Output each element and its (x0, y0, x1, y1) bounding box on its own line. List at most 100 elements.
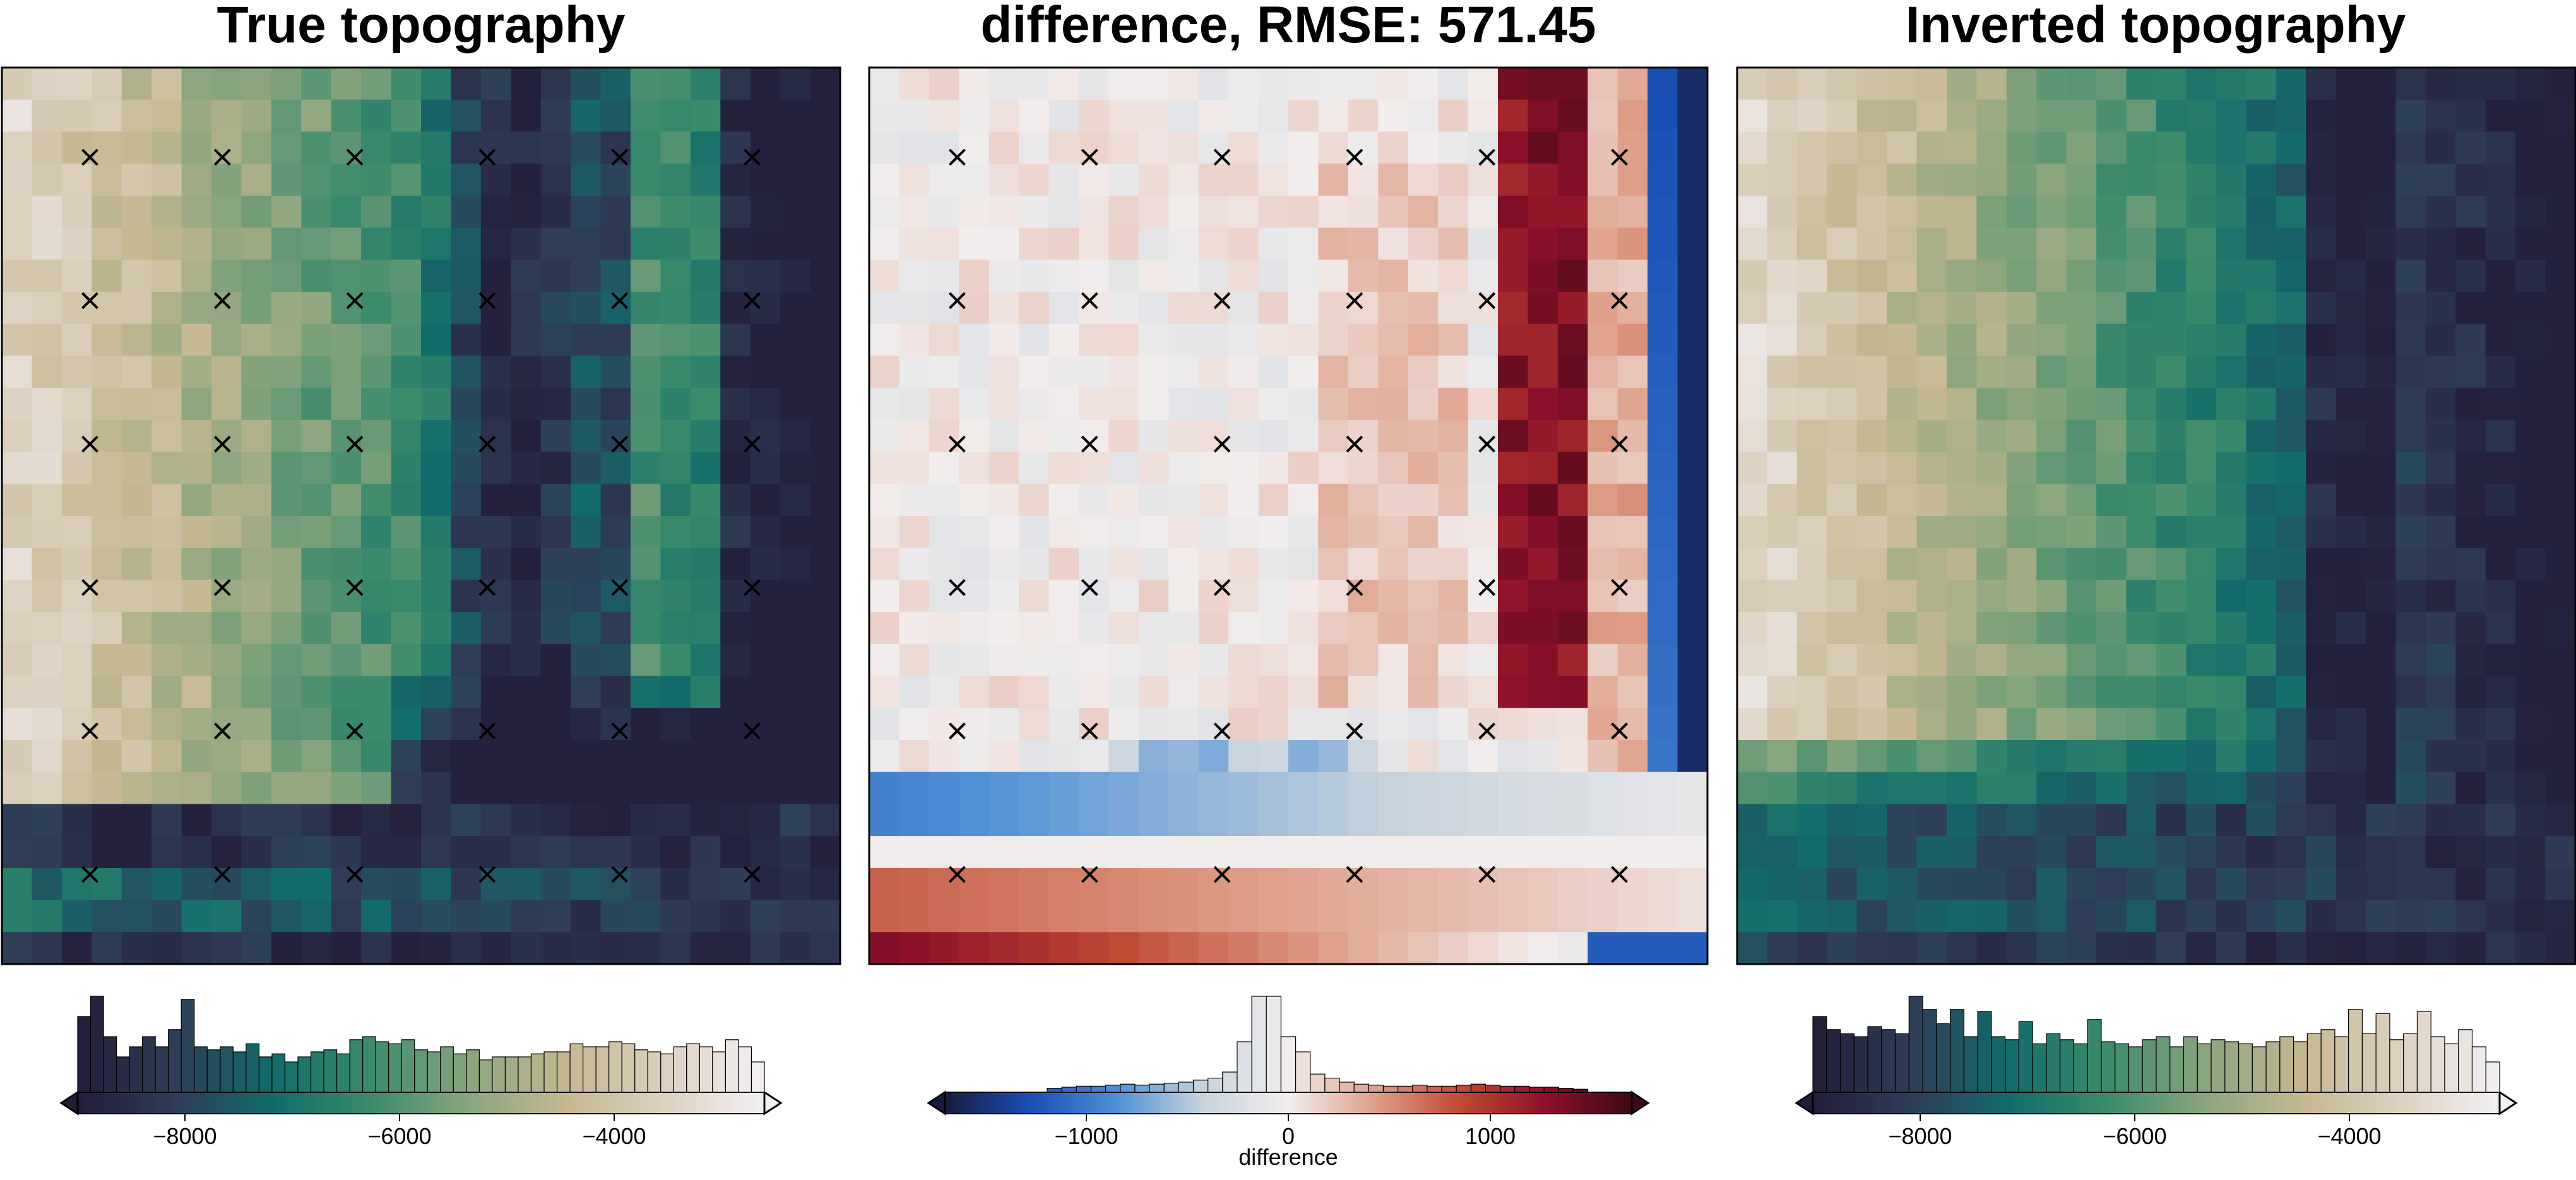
heatmap-cell (421, 227, 452, 260)
heatmap-cell (2545, 676, 2576, 708)
heatmap-cell (1887, 292, 1918, 325)
heatmap-cell (1438, 836, 1469, 869)
heatmap-cell (1767, 580, 1798, 612)
heatmap-cell (660, 932, 691, 965)
heatmap-cell (2156, 708, 2187, 741)
heatmap-cell (631, 99, 662, 133)
heatmap-cell (690, 772, 721, 805)
heatmap-cell (1019, 68, 1050, 100)
heatmap-cell (2455, 772, 2486, 805)
heatmap-cell (540, 99, 571, 133)
heatmap-cell (1318, 292, 1349, 325)
heatmap-cell (869, 484, 900, 516)
heatmap-cell (571, 292, 602, 325)
heatmap-cell (1796, 355, 1827, 388)
heatmap-cell (241, 227, 272, 260)
heatmap-cell (1198, 292, 1229, 325)
heatmap-cell (810, 676, 841, 708)
heatmap-cell (571, 740, 602, 773)
heatmap-cell (1856, 547, 1887, 581)
heatmap-cell (2425, 772, 2456, 805)
heatmap-cell (1647, 612, 1678, 645)
heatmap-cell (2156, 388, 2187, 420)
heatmap-cell (1108, 451, 1139, 484)
heatmap-cell (1168, 836, 1199, 869)
heatmap-cell (1528, 131, 1558, 164)
colorbar-tick-label: 1000 (1465, 1123, 1516, 1149)
heatmap-cell (391, 131, 422, 164)
heatmap-cell (1767, 131, 1798, 164)
histogram-bar (1950, 1009, 1964, 1093)
heatmap-cell (1438, 867, 1469, 901)
heatmap-cell (271, 643, 302, 677)
heatmap-cell (1079, 772, 1110, 805)
heatmap-cell (869, 227, 900, 260)
histogram-bar (1149, 1083, 1165, 1093)
heatmap-cell (421, 355, 452, 388)
heatmap-cell (361, 227, 392, 260)
heatmap-cell (2036, 355, 2067, 388)
heatmap-cell (1198, 740, 1229, 773)
heatmap-cell (1528, 68, 1558, 100)
station-marker (81, 435, 98, 453)
heatmap-cell (451, 867, 482, 901)
heatmap-cell (1408, 323, 1439, 357)
heatmap-cell (1767, 708, 1798, 741)
heatmap-cell (660, 68, 691, 100)
heatmap-cell (2186, 740, 2217, 773)
heatmap-cell (1348, 676, 1379, 708)
heatmap-cell (2096, 195, 2127, 229)
heatmap-cell (780, 259, 811, 292)
heatmap-cell (1827, 419, 1858, 453)
heatmap-cell (2066, 516, 2097, 549)
histogram-bar (2334, 1036, 2349, 1093)
heatmap-cell (2, 516, 33, 549)
heatmap-cell (271, 900, 302, 933)
heatmap-cell (151, 708, 182, 741)
heatmap-cell (241, 932, 272, 965)
heatmap-cell (1947, 708, 1978, 741)
heatmap-cell (869, 708, 900, 741)
heatmap-cell (1767, 740, 1798, 773)
heatmap-cell (1438, 484, 1469, 516)
heatmap-cell (211, 804, 242, 837)
station-marker (346, 579, 364, 597)
heatmap-cell (271, 131, 302, 164)
heatmap-cell (1528, 867, 1558, 901)
heatmap-cell (1228, 195, 1259, 229)
station-marker (1478, 722, 1496, 740)
heatmap-cell (929, 323, 959, 357)
heatmap-cell (1737, 227, 1768, 260)
heatmap-cell (241, 708, 272, 741)
heatmap-cell (810, 419, 841, 453)
heatmap-cell (1138, 484, 1169, 516)
colorbar-tick-label: 0 (1282, 1123, 1295, 1149)
heatmap-cell (211, 131, 242, 164)
heatmap-cell (1827, 740, 1858, 773)
heatmap-cell (690, 292, 721, 325)
heatmap-cell (480, 99, 511, 133)
heatmap-cell (1019, 740, 1050, 773)
station-marker (1611, 579, 1628, 597)
histogram-bar (1251, 996, 1267, 1093)
heatmap-cell (540, 355, 571, 388)
heatmap-cell (2126, 355, 2157, 388)
heatmap-cell (271, 292, 302, 325)
heatmap-cell (571, 676, 602, 708)
heatmap-cell (2216, 484, 2247, 516)
heatmap-cell (32, 900, 62, 933)
heatmap-cell (1438, 99, 1469, 133)
heatmap-cell (1138, 932, 1169, 965)
heatmap-cell (181, 867, 212, 901)
histogram-bar (1922, 1009, 1937, 1093)
heatmap-cell (2425, 419, 2456, 453)
histogram-bar (2238, 1043, 2253, 1093)
heatmap-cell (2366, 836, 2397, 869)
heatmap-cell (1228, 612, 1259, 645)
heatmap-cell (181, 708, 212, 741)
heatmap-cell (1438, 676, 1469, 708)
heatmap-cell (181, 292, 212, 325)
heatmap-cell (1468, 195, 1499, 229)
heatmap-cell (2156, 99, 2187, 133)
heatmap-cell (690, 643, 721, 677)
